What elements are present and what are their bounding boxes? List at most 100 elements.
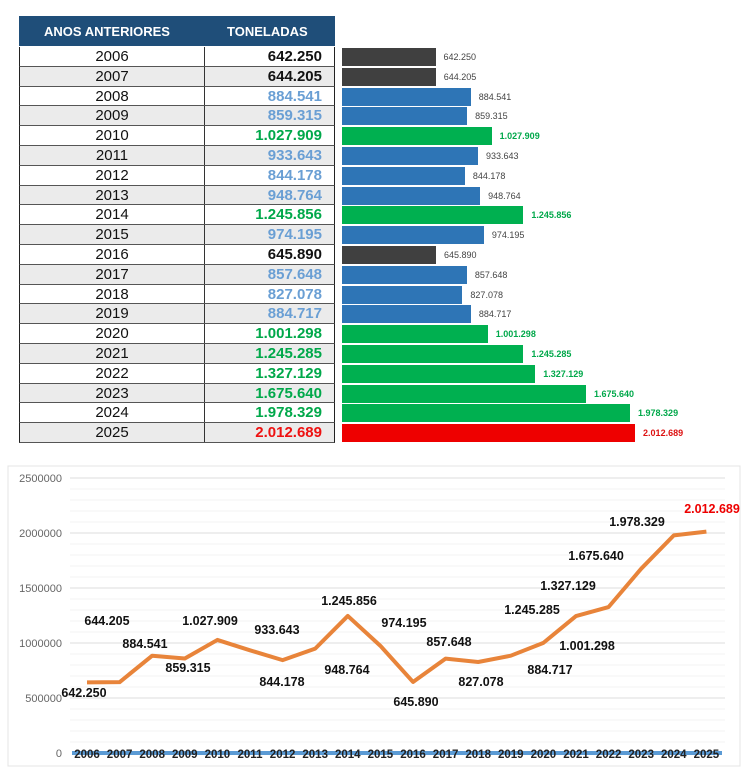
data-label: 859.315 xyxy=(165,661,210,675)
year-cell: 2017 xyxy=(95,265,129,283)
x-tick-label: 2014 xyxy=(335,749,361,761)
data-label: 974.195 xyxy=(381,616,426,630)
bar-label: 933.643 xyxy=(485,151,519,161)
table-row: 2024 1.978.329 xyxy=(19,403,335,424)
tons-cell: 645.890 xyxy=(267,246,322,263)
table-header: ANOS ANTERIORES TONELADAS xyxy=(19,16,335,46)
table-row: 2013 948.764 xyxy=(19,185,335,206)
year-cell: 2021 xyxy=(95,345,129,362)
table-row: 2014 1.245.856 xyxy=(19,205,335,226)
table-row: 2021 1.245.285 xyxy=(19,344,335,364)
bar-label: 642.250 xyxy=(443,52,477,62)
bar-label: 1.245.285 xyxy=(531,349,572,359)
data-label: 645.890 xyxy=(393,695,438,709)
header-years: ANOS ANTERIORES xyxy=(44,24,170,39)
bar-label: 1.027.909 xyxy=(499,131,540,142)
bar-2012 xyxy=(342,166,465,185)
bar-2015 xyxy=(342,226,484,245)
bar-label: 1.675.640 xyxy=(593,388,635,399)
data-label: 844.178 xyxy=(259,675,304,689)
table-row: 2025 2.012.689 xyxy=(19,423,335,443)
table-row: 2023 1.675.640 xyxy=(19,383,335,404)
year-cell: 2011 xyxy=(95,147,129,164)
x-tick-label: 2016 xyxy=(400,749,426,761)
bar-2008 xyxy=(342,87,471,106)
year-cell: 2014 xyxy=(95,206,129,224)
tons-cell: 827.078 xyxy=(267,285,322,303)
bar-2025 xyxy=(342,424,636,443)
column-divider xyxy=(204,344,205,363)
table-row: 2015 974.195 xyxy=(19,225,335,245)
tons-cell: 2.012.689 xyxy=(255,424,322,442)
bar-label: 1.245.856 xyxy=(531,210,572,221)
tons-cell: 1.001.298 xyxy=(255,325,322,343)
bar-label: 645.890 xyxy=(444,250,477,260)
bar-2018 xyxy=(342,285,463,304)
year-cell: 2007 xyxy=(95,67,129,85)
x-tick-label: 2019 xyxy=(498,749,524,761)
bar-2011 xyxy=(342,147,478,165)
x-tick-label: 2023 xyxy=(628,749,654,761)
column-divider xyxy=(204,126,205,145)
tons-cell: 884.717 xyxy=(267,305,322,323)
column-divider xyxy=(204,403,205,423)
bar-2016 xyxy=(342,246,437,264)
year-cell: 2022 xyxy=(95,364,129,382)
tons-cell: 1.027.909 xyxy=(255,127,322,145)
data-label: 644.205 xyxy=(84,614,129,628)
tons-cell: 948.764 xyxy=(267,186,322,204)
line-chart: 0 500000 1000000 1500000 2000000 2500000 2006 2… xyxy=(7,465,741,767)
table-row: 2008 884.541 xyxy=(19,86,335,107)
bar-2017 xyxy=(342,265,467,284)
year-cell: 2019 xyxy=(95,305,129,323)
column-divider xyxy=(204,146,205,165)
tons-cell: 857.648 xyxy=(267,265,322,283)
year-cell: 2008 xyxy=(95,87,129,105)
data-label: 1.327.129 xyxy=(540,579,596,593)
data-label: 642.250 xyxy=(61,686,106,700)
year-cell: 2012 xyxy=(95,166,129,184)
table-row: 2010 1.027.909 xyxy=(19,126,335,146)
bar-label: 948.764 xyxy=(488,190,521,201)
data-label: 933.643 xyxy=(254,623,299,637)
tons-cell: 1.675.640 xyxy=(255,384,322,402)
column-divider xyxy=(204,245,205,264)
chart-border xyxy=(7,465,741,767)
data-label: 857.648 xyxy=(426,635,471,649)
x-tick-label: 2015 xyxy=(368,749,394,761)
data-label: 1.675.640 xyxy=(568,549,624,563)
bar-label: 857.648 xyxy=(474,269,508,280)
year-cell: 2025 xyxy=(95,424,129,442)
table-row: 2016 645.890 xyxy=(19,245,335,265)
bar-label: 884.717 xyxy=(478,309,512,320)
data-label: 1.027.909 xyxy=(182,614,238,628)
column-divider xyxy=(204,86,205,106)
data-label: 1.978.329 xyxy=(609,515,665,529)
year-cell: 2023 xyxy=(95,384,129,402)
bar-label: 1.327.129 xyxy=(543,368,584,379)
tons-cell: 1.245.856 xyxy=(255,206,322,224)
bar-label: 974.195 xyxy=(491,230,525,241)
table-row: 2017 857.648 xyxy=(19,264,335,285)
bar-2006 xyxy=(342,48,436,66)
x-tick-label: 2018 xyxy=(465,749,491,761)
year-cell: 2015 xyxy=(95,226,129,244)
column-divider xyxy=(204,383,205,403)
column-divider xyxy=(204,47,205,66)
x-tick-label: 2011 xyxy=(238,749,264,761)
table-row: 2009 859.315 xyxy=(19,106,335,127)
tons-cell: 859.315 xyxy=(267,107,322,125)
column-divider xyxy=(204,264,205,284)
x-tick-label: 2012 xyxy=(270,749,296,761)
column-divider xyxy=(204,324,205,343)
y-tick-label: 1500000 xyxy=(19,583,62,595)
data-label: 1.245.285 xyxy=(504,603,560,617)
table-row: 2018 827.078 xyxy=(19,284,335,305)
y-tick-label: 2000000 xyxy=(19,528,62,540)
bar-2022 xyxy=(342,364,536,383)
y-tick-label: 500000 xyxy=(25,693,62,705)
data-label: 884.541 xyxy=(122,637,167,651)
table-row: 2022 1.327.129 xyxy=(19,363,335,384)
y-tick-label: 1000000 xyxy=(19,638,62,650)
data-label: 1.245.856 xyxy=(321,594,377,608)
